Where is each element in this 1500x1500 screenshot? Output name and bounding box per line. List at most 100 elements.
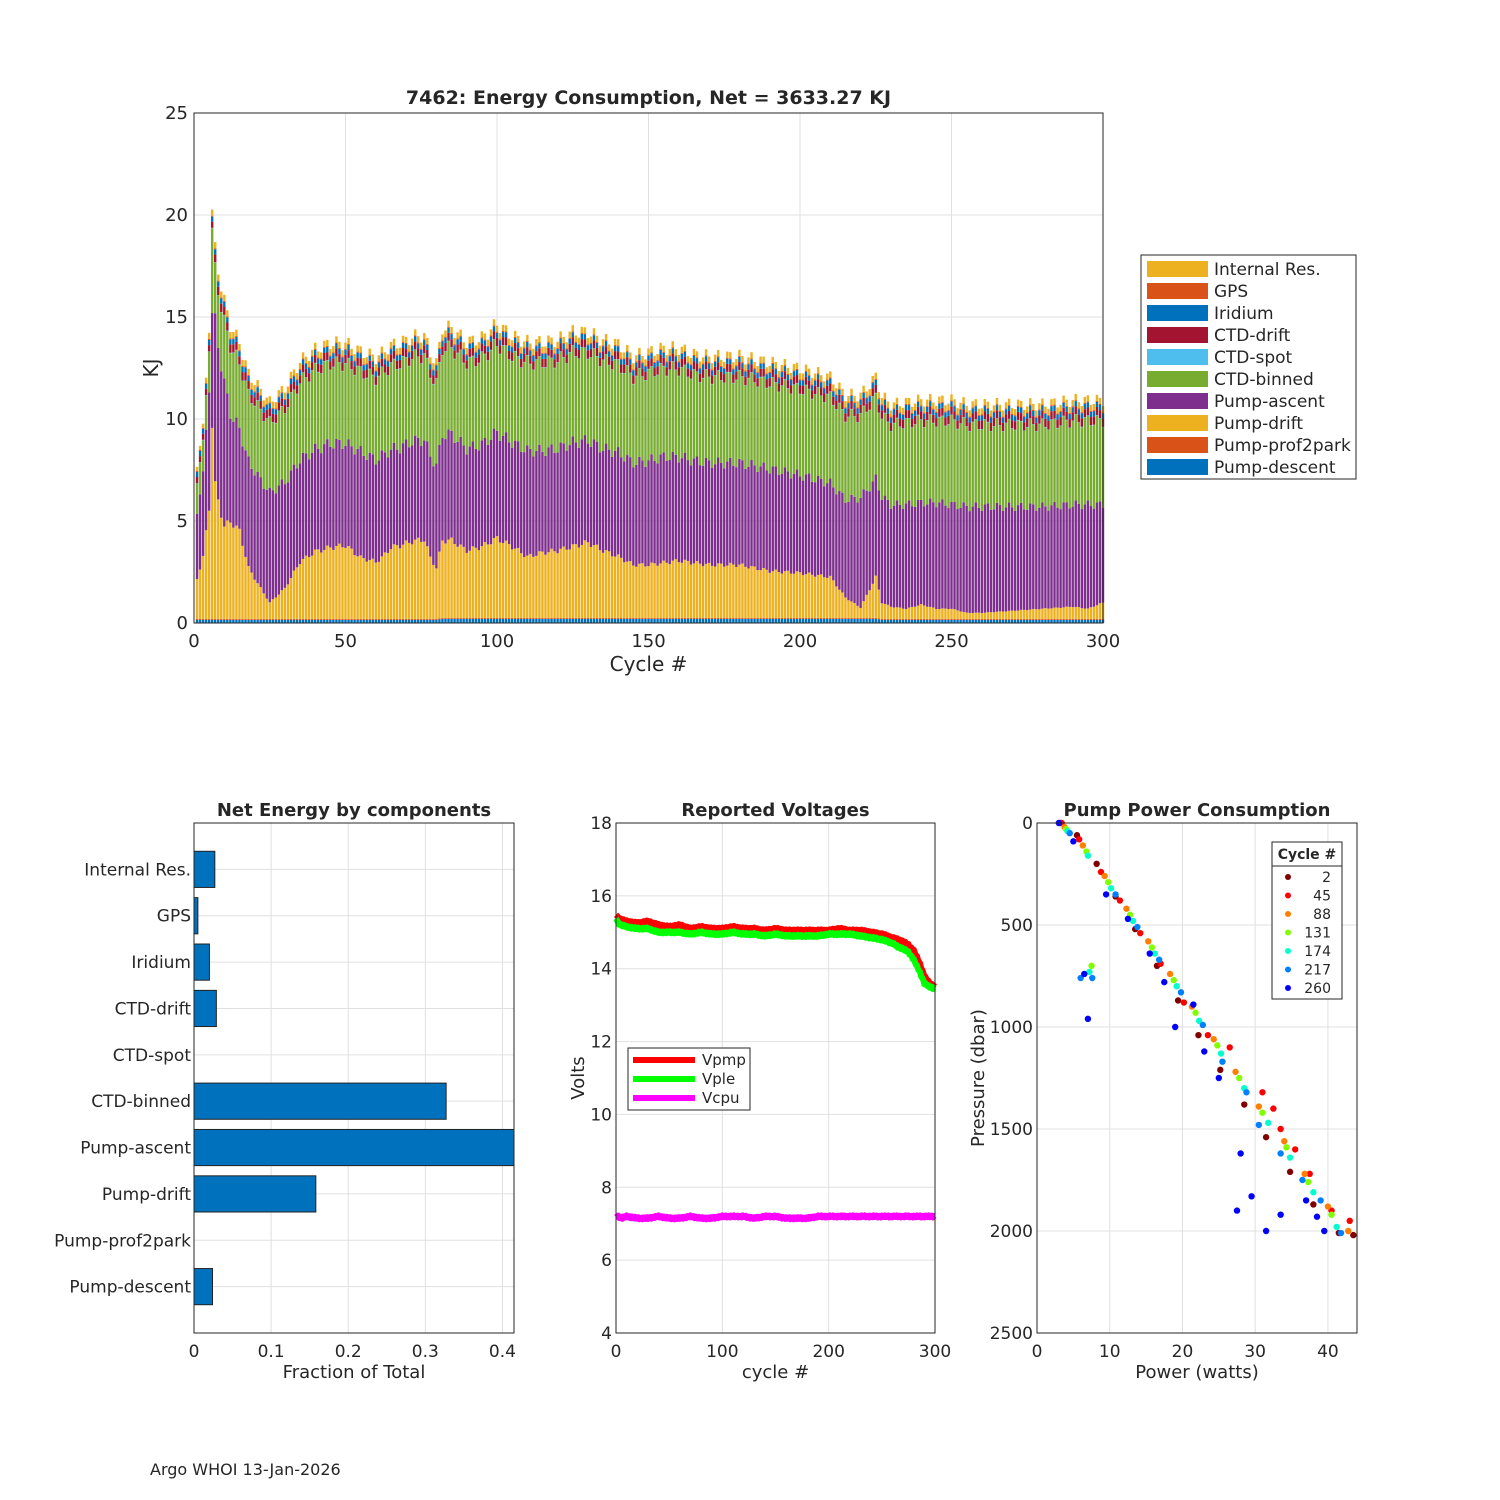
energy-bar-segment [395, 360, 399, 369]
energy-bar-segment [735, 366, 738, 372]
energy-bar-segment [1065, 619, 1068, 623]
energy-bar-segment [1019, 406, 1023, 408]
energy-bar-segment [510, 618, 514, 623]
energy-bar-segment [565, 450, 568, 550]
energy-bar-segment [616, 345, 620, 347]
energy-bar-segment [659, 355, 662, 363]
energy-bar-segment [1023, 509, 1026, 610]
energy-bar-segment [723, 618, 726, 623]
energy-bar-segment [923, 413, 926, 419]
energy-bar-segment [623, 352, 626, 359]
energy-bar-segment [1074, 606, 1077, 619]
energy-bar-segment [392, 345, 396, 351]
energy-bar-segment [477, 450, 481, 551]
energy-bar-segment [665, 460, 668, 563]
energy-bar-segment [632, 565, 635, 618]
energy-bar-segment [541, 353, 544, 359]
energy-bar-segment [520, 367, 523, 452]
energy-bar-segment [520, 352, 523, 354]
energy-bar-segment [347, 337, 350, 344]
energy-bar-segment [486, 617, 490, 619]
energy-bar-segment [1023, 409, 1026, 417]
energy-bar-segment [956, 619, 959, 623]
energy-bar-segment [413, 539, 417, 619]
energy-bar-segment [480, 618, 484, 623]
energy-bar-segment [656, 618, 659, 623]
energy-bar-segment [901, 618, 905, 620]
energy-bar-segment [1004, 619, 1008, 623]
energy-bar-segment [644, 566, 647, 618]
energy-bar-segment [550, 343, 553, 345]
energy-bar-segment [353, 555, 356, 619]
energy-bar-segment [329, 349, 332, 356]
energy-bar-segment [1056, 619, 1059, 623]
energy-bar-segment [507, 345, 511, 351]
energy-bar-segment [344, 445, 347, 548]
pump-point [1333, 1223, 1340, 1231]
energy-bar-segment [365, 364, 368, 370]
energy-bar-segment [286, 386, 290, 393]
energy-bar-segment [841, 396, 844, 402]
energy-bar-segment [413, 435, 417, 540]
energy-bar-segment [662, 618, 665, 623]
energy-bar-segment [220, 371, 223, 518]
energy-bar-segment [338, 362, 341, 440]
energy-bar-segment [453, 617, 456, 619]
energy-bar-segment [477, 349, 481, 355]
energy-bar-segment [195, 618, 199, 620]
energy-bar-segment [853, 617, 856, 619]
energy-bar-segment [992, 618, 996, 620]
energy-bar-segment [668, 618, 671, 623]
energy-bar-segment [304, 377, 308, 454]
energy-bar-segment [810, 618, 814, 623]
energy-bar-segment [859, 399, 862, 405]
energy-bar-segment [347, 546, 350, 619]
energy-bar-segment [750, 358, 753, 360]
energy-bar-segment [480, 351, 484, 441]
energy-bar-segment [865, 397, 868, 399]
energy-bar-segment [571, 436, 574, 545]
energy-bar-segment [713, 366, 717, 376]
energy-bar-segment [389, 618, 393, 620]
energy-bar-segment [271, 422, 274, 491]
energy-bar-segment [853, 402, 856, 404]
energy-bar-segment [1035, 417, 1038, 423]
energy-bar-segment [877, 618, 880, 620]
energy-bar-segment [944, 412, 947, 418]
energy-bar-segment [735, 365, 738, 367]
energy-bar-segment [480, 617, 484, 619]
energy-bar-segment [1095, 415, 1099, 503]
energy-bar-segment [953, 419, 956, 503]
energy-bar-segment [401, 544, 405, 619]
energy-bar-segment [310, 618, 314, 620]
energy-bar-segment [438, 551, 441, 619]
energy-bar-segment [1071, 618, 1074, 620]
pump-legend-label: 45 [1313, 889, 1331, 905]
energy-bar-segment [359, 446, 362, 556]
energy-bar-segment [759, 618, 762, 623]
energy-bar-segment [804, 385, 808, 475]
energy-bar-segment [262, 488, 265, 594]
energy-bar-segment [229, 522, 232, 619]
energy-bar-segment [217, 286, 220, 296]
volt-x-tick-label: 0 [611, 1342, 622, 1362]
energy-bar-segment [977, 619, 980, 623]
energy-bar-segment [738, 355, 741, 357]
energy-bar-segment [220, 517, 223, 619]
energy-bar-segment [841, 617, 844, 619]
energy-bar-segment [823, 381, 826, 388]
energy-bar-segment [562, 336, 565, 343]
energy-bar-segment [550, 349, 553, 358]
energy-bar-segment [607, 617, 611, 619]
energy-bar-segment [868, 617, 871, 619]
energy-bar-segment [865, 391, 868, 398]
energy-bar-segment [571, 345, 574, 437]
energy-bar-segment [995, 618, 999, 620]
energy-bar-segment [474, 366, 477, 449]
pump-point [1328, 1211, 1335, 1218]
energy-bar-segment [971, 619, 974, 623]
energy-bar-segment [892, 414, 896, 423]
energy-bar-segment [392, 338, 396, 345]
energy-bar-segment [1059, 619, 1062, 623]
energy-bar-segment [489, 544, 493, 618]
